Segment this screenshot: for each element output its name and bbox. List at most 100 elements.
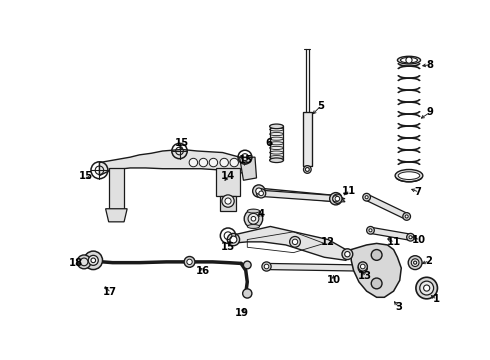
Circle shape [222,195,234,207]
Polygon shape [217,168,240,195]
Circle shape [414,261,416,264]
Circle shape [264,264,269,269]
Circle shape [251,216,256,221]
Circle shape [199,158,208,167]
Circle shape [416,277,438,299]
Circle shape [361,264,365,269]
Circle shape [333,194,342,203]
Circle shape [290,237,300,247]
Ellipse shape [400,58,417,63]
Text: 15: 15 [175,138,189,148]
Circle shape [184,256,195,267]
Text: 15: 15 [78,171,93,181]
Polygon shape [261,190,338,202]
Circle shape [363,193,370,201]
Circle shape [371,249,382,260]
Text: 11: 11 [387,237,401,247]
Polygon shape [240,157,257,180]
Text: 12: 12 [321,237,335,247]
Circle shape [187,259,192,265]
Circle shape [403,213,411,220]
Circle shape [262,262,271,271]
Circle shape [189,158,197,167]
Polygon shape [365,194,408,219]
Text: 4: 4 [258,209,265,219]
Circle shape [259,191,264,195]
Circle shape [369,229,372,232]
Text: 18: 18 [69,258,83,269]
Circle shape [371,278,382,289]
Circle shape [230,236,237,243]
Text: 10: 10 [412,235,426,244]
Circle shape [411,259,419,266]
Ellipse shape [247,225,260,228]
Polygon shape [257,188,337,202]
Text: 8: 8 [426,60,433,70]
Text: 5: 5 [317,101,324,111]
Circle shape [84,251,102,270]
Polygon shape [303,112,312,166]
Text: 17: 17 [103,287,117,297]
Circle shape [88,255,98,265]
Circle shape [256,188,262,194]
Text: 2: 2 [425,256,432,266]
Polygon shape [106,209,127,222]
Circle shape [367,226,374,234]
Circle shape [303,166,311,173]
Circle shape [227,233,240,246]
Ellipse shape [270,158,283,163]
Circle shape [333,195,339,202]
Ellipse shape [397,56,420,64]
Text: 19: 19 [235,308,249,318]
Polygon shape [267,264,363,271]
Circle shape [209,158,218,167]
Circle shape [244,210,263,228]
Polygon shape [220,195,236,211]
Text: 7: 7 [415,187,422,197]
Circle shape [409,236,412,239]
Circle shape [330,193,342,205]
Text: 13: 13 [358,271,372,281]
Circle shape [358,264,368,273]
Circle shape [406,57,412,63]
Circle shape [225,198,231,204]
Polygon shape [351,243,401,297]
Circle shape [243,289,252,298]
Polygon shape [270,126,283,160]
Circle shape [361,266,365,270]
Circle shape [220,158,228,167]
Circle shape [405,215,408,218]
Circle shape [407,233,415,241]
Text: 10: 10 [326,275,341,285]
Circle shape [80,258,88,266]
Ellipse shape [395,170,423,182]
Text: 15: 15 [239,155,253,165]
Circle shape [293,239,298,244]
Text: 14: 14 [221,171,235,181]
Circle shape [335,197,340,201]
Circle shape [358,262,368,271]
Polygon shape [99,149,253,176]
Polygon shape [336,195,345,202]
Circle shape [244,261,251,269]
Polygon shape [109,168,124,209]
Circle shape [77,255,91,269]
Text: 11: 11 [342,186,356,196]
Polygon shape [230,226,351,260]
Text: 6: 6 [266,138,272,148]
Text: 3: 3 [395,302,402,312]
Circle shape [305,167,309,171]
Text: 15: 15 [221,242,235,252]
Circle shape [344,252,350,257]
Circle shape [365,195,368,199]
Circle shape [248,213,259,224]
Circle shape [408,256,422,270]
Ellipse shape [398,172,420,180]
Circle shape [257,189,266,198]
Ellipse shape [270,124,283,129]
Text: 9: 9 [426,108,433,117]
Circle shape [420,281,434,295]
Circle shape [230,158,239,167]
Circle shape [423,285,430,291]
Circle shape [342,249,353,260]
